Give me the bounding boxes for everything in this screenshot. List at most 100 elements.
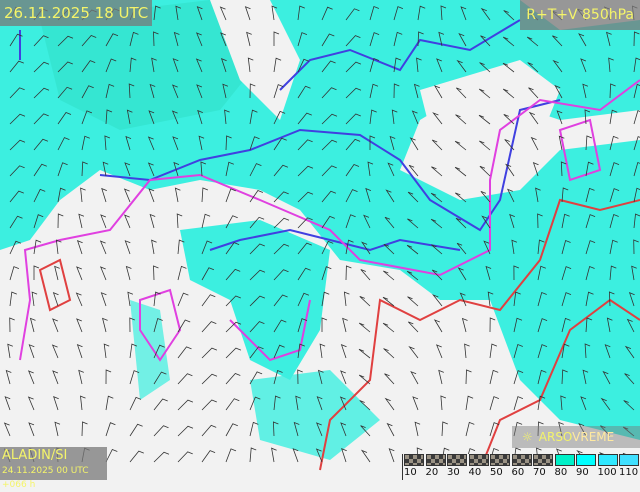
wind-barb bbox=[578, 423, 587, 437]
wind-barb bbox=[153, 398, 168, 411]
wind-barb bbox=[197, 109, 203, 125]
wind-barb bbox=[81, 135, 90, 151]
wind-barb bbox=[9, 215, 23, 229]
wind-barb bbox=[249, 321, 265, 333]
wind-barb bbox=[363, 214, 371, 229]
wind-barb bbox=[511, 239, 518, 255]
model-info: ALADIN/SI 24.11.2025 00 UTC +066 h bbox=[0, 447, 107, 490]
wind-barb bbox=[552, 35, 563, 47]
wind-barb bbox=[321, 87, 337, 99]
weather-map bbox=[0, 0, 640, 471]
wind-barb bbox=[537, 213, 543, 229]
wind-barb bbox=[435, 344, 443, 359]
wind-barb bbox=[358, 374, 371, 385]
wind-barb bbox=[33, 188, 46, 203]
wind-barb bbox=[623, 400, 635, 411]
wind-barb bbox=[75, 292, 83, 307]
wind-barb bbox=[457, 267, 467, 281]
wind-barb bbox=[441, 421, 448, 437]
wind-barb bbox=[105, 395, 114, 411]
wind-barb bbox=[129, 450, 144, 463]
wind-barb bbox=[129, 317, 135, 333]
wind-barb bbox=[456, 242, 467, 255]
wind-barb bbox=[480, 191, 491, 203]
wind-barb bbox=[246, 31, 252, 47]
wind-barb bbox=[53, 396, 59, 411]
product-label: R+T+V 850hPa bbox=[520, 0, 640, 30]
wind-barb bbox=[585, 135, 593, 151]
wind-barb bbox=[273, 344, 285, 359]
wind-barb bbox=[9, 317, 15, 333]
wind-barb bbox=[104, 135, 111, 151]
wind-barb bbox=[455, 114, 467, 125]
wind-barb bbox=[175, 5, 182, 21]
wind-barb bbox=[633, 31, 640, 47]
wind-barb bbox=[624, 345, 635, 359]
wind-barb bbox=[430, 192, 443, 203]
wind-barb bbox=[196, 6, 203, 21]
run-info: 24.11.2025 00 UTC +066 h bbox=[2, 466, 89, 490]
wind-barb bbox=[297, 112, 312, 125]
wind-barb bbox=[247, 57, 254, 73]
wind-barb bbox=[177, 265, 187, 281]
wind-barb bbox=[225, 448, 237, 463]
wind-barb bbox=[222, 83, 229, 99]
wind-barb bbox=[101, 187, 107, 203]
wind-barb bbox=[438, 31, 445, 47]
wind-barb bbox=[411, 110, 419, 125]
wind-barb bbox=[513, 421, 523, 437]
wind-barb bbox=[297, 242, 312, 255]
wind-barb bbox=[147, 136, 155, 151]
wind-barb bbox=[297, 217, 313, 229]
wind-barb bbox=[465, 369, 472, 385]
wind-barb bbox=[225, 268, 241, 281]
wind-barb bbox=[297, 191, 314, 203]
wind-barb bbox=[383, 270, 395, 281]
wind-barb bbox=[201, 424, 217, 437]
legend-swatch-60 bbox=[511, 454, 532, 466]
wind-barb bbox=[345, 164, 360, 177]
wind-barb bbox=[604, 344, 611, 359]
wind-barb bbox=[297, 369, 303, 385]
arso-logo: ☼ ARSOVREME bbox=[512, 426, 640, 448]
wind-barb bbox=[339, 396, 347, 411]
wind-barb bbox=[340, 344, 347, 359]
wind-barb bbox=[271, 447, 277, 463]
wind-barb bbox=[153, 425, 169, 437]
wind-barb bbox=[465, 395, 474, 411]
wind-barb bbox=[432, 112, 443, 125]
wind-barb bbox=[273, 395, 281, 411]
wind-barb bbox=[384, 373, 395, 385]
legend-swatch-40 bbox=[468, 454, 489, 466]
wind-barb bbox=[633, 136, 640, 151]
wind-barb bbox=[9, 165, 25, 177]
wind-barb bbox=[502, 88, 515, 99]
wind-barb bbox=[606, 317, 613, 333]
wind-barb bbox=[609, 83, 616, 99]
wind-barb bbox=[129, 343, 138, 359]
wind-barb bbox=[33, 163, 47, 177]
wind-barb bbox=[606, 31, 612, 47]
wind-barb bbox=[28, 422, 35, 437]
wind-barb bbox=[382, 322, 395, 333]
wind-barb bbox=[408, 345, 419, 359]
legend-swatch-70 bbox=[533, 454, 553, 466]
wind-barb bbox=[561, 292, 572, 307]
wind-barb bbox=[201, 213, 211, 229]
wind-barb bbox=[9, 266, 20, 281]
wind-barb bbox=[489, 396, 500, 411]
wind-barb bbox=[249, 421, 259, 437]
wind-barb bbox=[489, 317, 496, 333]
wind-barb bbox=[129, 31, 139, 47]
wind-barb bbox=[249, 190, 264, 203]
wind-barb bbox=[57, 35, 74, 47]
valid-time-label: 26.11.2025 18 UTC bbox=[0, 0, 153, 26]
wind-barb bbox=[483, 240, 491, 255]
wind-barb bbox=[273, 269, 289, 281]
wind-barb bbox=[292, 448, 299, 463]
wind-barb bbox=[389, 135, 396, 151]
wind-barb bbox=[321, 33, 335, 47]
wind-barb bbox=[297, 139, 313, 151]
wind-barb bbox=[608, 57, 614, 73]
wind-barb bbox=[431, 166, 443, 177]
